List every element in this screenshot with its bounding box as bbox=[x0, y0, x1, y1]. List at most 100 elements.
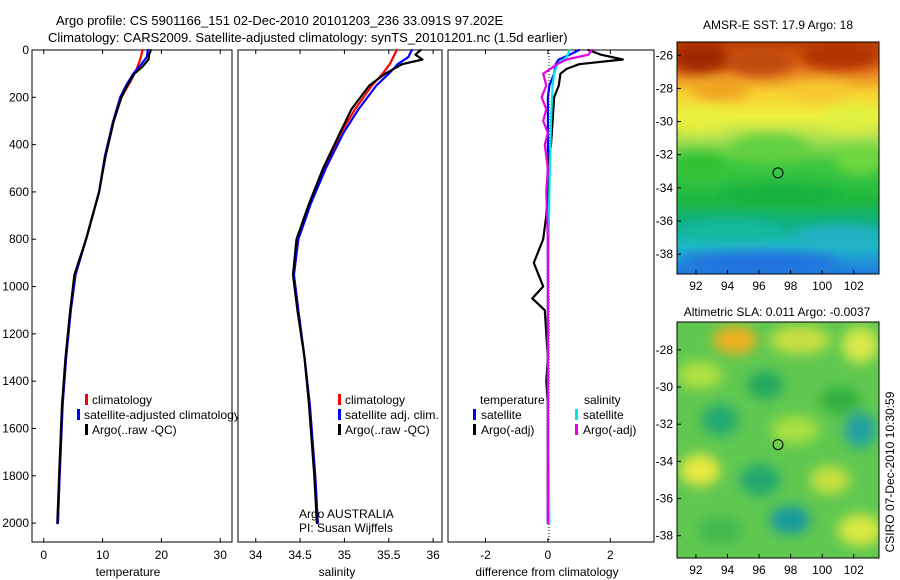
legend-swatch-argo bbox=[338, 424, 341, 435]
sst-latitude-tick-label-30: -30 bbox=[656, 115, 674, 129]
salinity-x-axis: 34 34.5 35 35.5 36 bbox=[249, 50, 440, 562]
temperature-panel: 0 200 400 600 800 1000 1200 1400 1600 1800 2000 0 1… bbox=[2, 43, 240, 579]
temperature-legend: climatology satellite-adjusted climatolo… bbox=[77, 393, 240, 437]
legend-swatch-salinity-satellite bbox=[575, 409, 578, 420]
sst-latitude-tick-label-26: -26 bbox=[656, 48, 674, 62]
legend-label-temperature-argo: Argo(-adj) bbox=[481, 423, 534, 437]
temperature-series-layer bbox=[56, 48, 152, 525]
legend-label-salinity-argo: Argo(-adj) bbox=[583, 423, 636, 437]
sst-longitude-tick-label-94: 94 bbox=[721, 279, 735, 293]
sst-longitude-axis: 92 94 96 98 100 102 bbox=[689, 270, 864, 293]
temperature-axes-frame bbox=[31, 49, 233, 543]
sst-longitude-tick-label-96: 96 bbox=[752, 279, 766, 293]
legend-label-argo: Argo(..raw -QC) bbox=[92, 423, 177, 437]
difference-panel-xtick-label-2: -2 bbox=[480, 548, 491, 562]
sst-latitude-axis: -26 -28 -30 -32 -34 -36 -38 bbox=[656, 48, 681, 261]
salinity-panel-xtick-label-35-5: 35.5 bbox=[377, 548, 401, 562]
sla-latitude-tick-label-30: -30 bbox=[656, 380, 674, 394]
salinity-panel-xtick-label-36: 36 bbox=[426, 548, 440, 562]
sst-latitude-tick-label-28: -28 bbox=[656, 81, 674, 95]
legend-label-satellite-adj: satellite adj. clim. bbox=[345, 408, 439, 422]
salinity-panel-xtick-label-34-5: 34.5 bbox=[288, 548, 312, 562]
sst-longitude-tick-label-92: 92 bbox=[689, 279, 703, 293]
salinity-panel: 34 34.5 35 35.5 36 salinity climatology sate… bbox=[237, 48, 443, 579]
legend-swatch-argo bbox=[85, 424, 88, 435]
sla-longitude-tick-label-102: 102 bbox=[844, 563, 864, 577]
difference-xlabel: difference from climatology bbox=[475, 565, 618, 579]
temperature-x-axis: 0 10 20 30 bbox=[40, 50, 227, 562]
salinity-legend: climatology satellite adj. clim. Argo(..… bbox=[338, 393, 439, 437]
depth-tick-label-1000: 1000 bbox=[2, 280, 29, 294]
legend-label-temperature-satellite: satellite bbox=[481, 408, 522, 422]
legend-label-climatology: climatology bbox=[345, 393, 405, 407]
difference-legend-temperature: temperature satellite Argo(-adj) bbox=[473, 393, 545, 437]
sst-longitude-tick-label-102: 102 bbox=[844, 279, 864, 293]
sst-longitude-tick-label-100: 100 bbox=[812, 279, 832, 293]
float-program-annotation: Argo AUSTRALIA bbox=[299, 507, 394, 521]
legend-swatch-climatology bbox=[338, 394, 341, 405]
legend-swatch-satellite-adjusted bbox=[77, 409, 80, 420]
salinity-axes-frame bbox=[237, 49, 443, 543]
side-label: CSIRO 07-Dec-2010 10:30:59 bbox=[883, 391, 897, 552]
sst-map-frame bbox=[676, 41, 880, 275]
temperature-panel-xtick-label-10: 10 bbox=[96, 548, 110, 562]
temperature-panel-xtick-label-0: 0 bbox=[40, 548, 47, 562]
legend-swatch-satellite-adj bbox=[338, 409, 341, 420]
salinity-panel-xtick-label-35: 35 bbox=[338, 548, 352, 562]
sla-longitude-tick-label-96: 96 bbox=[752, 563, 766, 577]
sla-latitude-tick-label-38: -38 bbox=[656, 529, 674, 543]
sst-latitude-tick-label-34: -34 bbox=[656, 181, 674, 195]
sst-map: AMSR-E SST: 17.9 Argo: 18 92 9 bbox=[656, 18, 880, 293]
float-location-marker bbox=[772, 439, 784, 451]
depth-axis: 0 200 400 600 800 1000 1200 1400 1600 1800 2000 bbox=[2, 43, 36, 530]
sst-latitude-tick-label-32: -32 bbox=[656, 148, 674, 162]
difference-panel: -2 0 2 difference from climatology tempera… bbox=[447, 48, 655, 579]
legend-swatch-salinity-argo bbox=[575, 424, 578, 435]
sla-longitude-axis: 92 94 96 98 100 102 bbox=[689, 554, 864, 577]
sst-latitude-tick-label-36: -36 bbox=[656, 214, 674, 228]
temperature-panel-xtick-label-30: 30 bbox=[214, 548, 228, 562]
sst-latitude-tick-label-38: -38 bbox=[656, 247, 674, 261]
sla-longitude-tick-label-94: 94 bbox=[721, 563, 735, 577]
depth-tick-label-200: 200 bbox=[9, 90, 29, 104]
temperature-xlabel: temperature bbox=[96, 565, 161, 579]
legend-title-temperature: temperature bbox=[480, 393, 545, 407]
sla-latitude-tick-label-36: -36 bbox=[656, 492, 674, 506]
legend-label-salinity-satellite: satellite bbox=[583, 408, 624, 422]
difference-series-salinity-argo-adj bbox=[540, 48, 593, 525]
difference-x-axis: -2 0 2 bbox=[480, 50, 614, 562]
salinity-panel-xtick-label-34: 34 bbox=[249, 548, 263, 562]
difference-panel-xtick-label-0: 0 bbox=[545, 548, 552, 562]
salinity-series-argo-raw-qc bbox=[291, 48, 424, 525]
sla-map-title: Altimetric SLA: 0.011 Argo: -0.0037 bbox=[684, 305, 871, 319]
depth-tick-label-2000: 2000 bbox=[2, 516, 29, 530]
depth-tick-label-800: 800 bbox=[9, 232, 29, 246]
sla-latitude-axis: -28 -30 -32 -34 -36 -38 bbox=[656, 343, 681, 543]
depth-tick-label-1200: 1200 bbox=[2, 327, 29, 341]
depth-tick-label-1800: 1800 bbox=[2, 469, 29, 483]
salinity-series-layer bbox=[291, 48, 424, 525]
sst-longitude-tick-label-98: 98 bbox=[784, 279, 798, 293]
difference-series-layer bbox=[531, 48, 624, 525]
sla-longitude-tick-label-100: 100 bbox=[812, 563, 832, 577]
sla-longitude-tick-label-92: 92 bbox=[689, 563, 703, 577]
legend-swatch-temperature-argo bbox=[473, 424, 476, 435]
difference-panel-xtick-label-2: 2 bbox=[607, 548, 614, 562]
temperature-series-argo-raw-qc bbox=[56, 48, 152, 525]
principal-investigator-annotation: PI: Susan Wijffels bbox=[299, 521, 393, 535]
sst-map-title: AMSR-E SST: 17.9 Argo: 18 bbox=[703, 18, 853, 32]
legend-title-salinity: salinity bbox=[584, 393, 621, 407]
title-line-1: Argo profile: CS 5901166_151 02-Dec-2010… bbox=[56, 13, 503, 28]
depth-tick-label-600: 600 bbox=[9, 185, 29, 199]
sla-latitude-tick-label-32: -32 bbox=[656, 417, 674, 431]
depth-tick-label-1600: 1600 bbox=[2, 421, 29, 435]
sla-latitude-tick-label-28: -28 bbox=[656, 343, 674, 357]
legend-label-climatology: climatology bbox=[92, 393, 152, 407]
difference-legend-salinity: salinity satellite Argo(-adj) bbox=[575, 393, 636, 437]
float-location-marker bbox=[772, 167, 784, 179]
legend-label-argo: Argo(..raw -QC) bbox=[345, 423, 430, 437]
legend-label-satellite-adjusted: satellite-adjusted climatology bbox=[84, 408, 240, 422]
legend-swatch-temperature-satellite bbox=[473, 409, 476, 420]
title-line-2: Climatology: CARS2009. Satellite-adjuste… bbox=[48, 30, 568, 45]
